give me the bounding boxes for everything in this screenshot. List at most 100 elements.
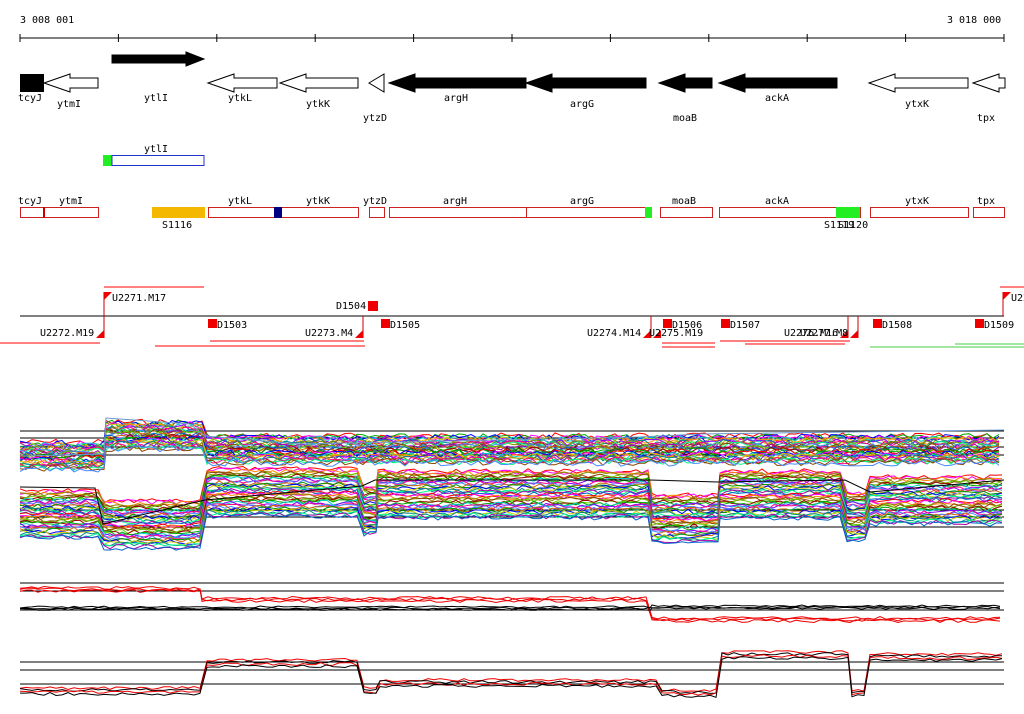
- transcript-ytxK[interactable]: ytxK: [870, 196, 969, 218]
- transcript-tcyJ[interactable]: tcyJ: [18, 196, 45, 218]
- flag-mark: [663, 319, 672, 328]
- profile-trace: [19, 479, 1005, 525]
- regulator-label: U2276.M16: [784, 328, 838, 339]
- profile-trace: [19, 444, 1000, 473]
- flag-mark: [96, 330, 104, 338]
- transcript-label: tpx: [977, 196, 995, 207]
- profile-trace: [20, 656, 1003, 698]
- transcript-label: ytxK: [905, 196, 929, 207]
- profile-trace: [19, 477, 1003, 515]
- gene-argG[interactable]: argG: [524, 73, 647, 110]
- regulator-D1503[interactable]: D1503: [208, 319, 247, 331]
- profile-trace: [19, 606, 1001, 611]
- gene-ytzD[interactable]: ytzD: [363, 73, 387, 124]
- gene-argH[interactable]: argH: [387, 73, 527, 104]
- profile-trace: [19, 499, 1003, 538]
- transcript-label: argH: [443, 196, 467, 207]
- regulator-U2272.M19[interactable]: U2272.M19: [40, 316, 105, 339]
- flag-mark: [104, 292, 112, 300]
- regulator-label: U2274.M14: [587, 328, 641, 339]
- profile-trace: [19, 472, 1003, 510]
- transcript-label: ytkK: [306, 196, 330, 207]
- gene-shape: [42, 73, 99, 93]
- regulator-label: U2277.M8: [800, 328, 848, 339]
- transcript-label: ackA: [765, 196, 789, 207]
- transcript-ackA[interactable]: ackA: [719, 196, 861, 218]
- profile-trace: [19, 439, 1000, 467]
- gene-ytkL[interactable]: ytkL: [206, 73, 278, 104]
- profile-trace: [19, 508, 1003, 546]
- profile-trace: [19, 588, 1001, 624]
- regulator-U2274.M14[interactable]: U2274.M14: [587, 316, 652, 339]
- transcript-box: [526, 207, 647, 218]
- gene-ytkK[interactable]: ytkK: [278, 73, 359, 110]
- flag-mark: [850, 330, 858, 338]
- gene-label: ytzD: [363, 113, 387, 124]
- regulator-D1509[interactable]: D1509: [975, 319, 1014, 331]
- ytlI-feature-track: ytlI: [103, 144, 205, 166]
- regulator-D1505[interactable]: D1505: [381, 319, 420, 331]
- transcript-mark-label: S1119: [824, 220, 854, 231]
- gene-label: tcyJ: [18, 93, 42, 104]
- expression-profiles: [19, 417, 1005, 698]
- profile-trace: [19, 419, 1000, 448]
- flag-mark: [208, 319, 217, 328]
- regulator-U2276.M16[interactable]: U2276.M16: [784, 316, 849, 339]
- gene-label: ytmI: [57, 99, 81, 110]
- gene-label: argH: [444, 93, 468, 104]
- transcript-ytkK[interactable]: ytkK: [277, 196, 359, 218]
- transcript-box: [369, 207, 385, 218]
- transcript-mark: [836, 207, 860, 218]
- flag-mark: [381, 319, 390, 328]
- transcript-tpx[interactable]: tpx: [973, 196, 1005, 218]
- regulator-label: D1509: [984, 320, 1014, 331]
- profile-trace: [19, 605, 1001, 610]
- gene-tcyJ[interactable]: tcyJ: [18, 74, 44, 104]
- profile-trace: [19, 468, 1003, 507]
- regulator-D1507[interactable]: D1507: [721, 319, 760, 331]
- gene-ytmI[interactable]: ytmI: [42, 73, 99, 110]
- transcript-ytmI[interactable]: ytmI: [44, 196, 99, 218]
- axis-start-label: 3 008 001: [20, 15, 74, 26]
- transcript-argH[interactable]: argH: [389, 196, 527, 218]
- regulator-label: U2273.M4: [305, 328, 353, 339]
- transcript-label: ytkL: [228, 196, 252, 207]
- flag-mark: [355, 330, 363, 338]
- profile-trace: [19, 481, 1003, 520]
- regulator-D1504[interactable]: D1504: [336, 301, 378, 312]
- gene-ackA[interactable]: ackA: [717, 73, 838, 104]
- regulator-U22[interactable]: U22: [1002, 292, 1024, 316]
- regulator-label: U2271.M17: [112, 293, 166, 304]
- transcript-box: [389, 207, 527, 218]
- regulator-D1508[interactable]: D1508: [873, 319, 912, 331]
- profile-lines: [19, 417, 1005, 698]
- transcript-mark: [152, 207, 205, 218]
- ytlI-feature-box[interactable]: [111, 155, 205, 166]
- gene-label: tpx: [977, 113, 995, 124]
- regulator-D1506[interactable]: D1506: [663, 319, 702, 331]
- transcript-argG[interactable]: argG: [526, 196, 647, 218]
- profile-trace: [19, 511, 1003, 550]
- gene-ytxK[interactable]: ytxK: [867, 73, 969, 110]
- profile-trace: [19, 491, 1003, 530]
- transcript-ytkL[interactable]: ytkL: [208, 196, 278, 218]
- transcript-label: ytzD: [363, 196, 387, 207]
- regulator-U2275.M19[interactable]: U2275.M19: [649, 316, 703, 339]
- gene-moaB[interactable]: moaB: [657, 73, 713, 124]
- flag-mark: [643, 330, 651, 338]
- gene-label: ytxK: [905, 99, 929, 110]
- gene-label: ytlI: [144, 93, 168, 104]
- profile-trace: [19, 436, 1000, 464]
- profile-trace: [19, 500, 1002, 539]
- regulator-U2271.M17[interactable]: U2271.M17: [103, 292, 166, 316]
- profile-trace: [19, 470, 1003, 509]
- coordinate-axis: 3 008 001 3 018 000: [19, 15, 1005, 42]
- regulator-U2273.M4[interactable]: U2273.M4: [305, 316, 364, 339]
- transcript-ytzD[interactable]: ytzD: [363, 196, 387, 218]
- gene-ytlI[interactable]: ytlI: [111, 51, 206, 104]
- ytlI-green-mark: [103, 155, 112, 166]
- transcript-moaB[interactable]: moaB: [660, 196, 713, 218]
- gene-tpx[interactable]: tpx: [971, 73, 1006, 124]
- regulator-U2277.M8[interactable]: U2277.M8: [800, 316, 859, 339]
